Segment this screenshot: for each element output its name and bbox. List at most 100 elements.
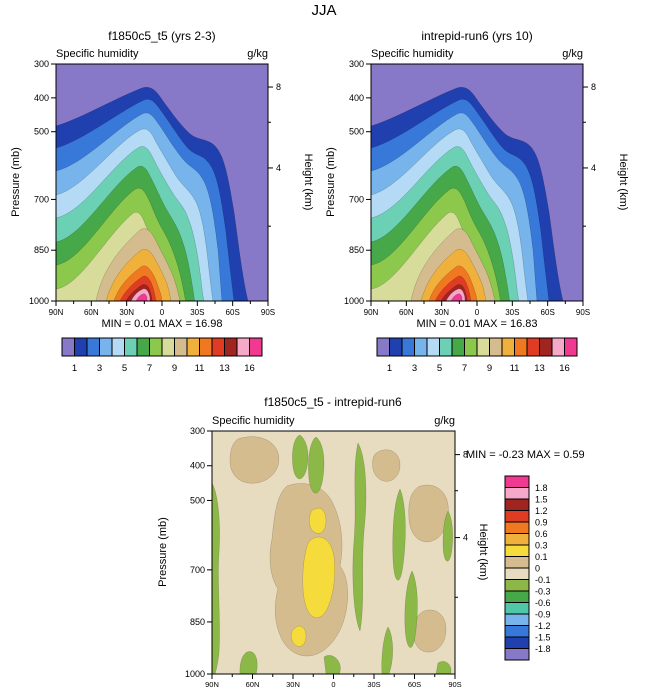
colorbar-tick-label: 7: [462, 363, 467, 374]
colorbar-tick-label: -1.8: [535, 644, 551, 654]
colorbar-cell: [504, 567, 530, 580]
height-axis-label: Height (km): [477, 524, 489, 581]
contour-plot-area: [371, 64, 583, 301]
lat-tick-label: 90N: [205, 680, 219, 689]
pressure-tick-label: 700: [190, 565, 205, 575]
axis-ticks: 300 400 500 700 850 1000 8 4 90N 60N 30N 0 30S 60S 90S: [344, 59, 596, 317]
height-tick-label: 8: [276, 82, 281, 92]
diff-band: [392, 488, 406, 581]
diff-band: [308, 436, 325, 494]
pressure-tick-label: 850: [349, 245, 364, 255]
field-label: Specific humidity: [212, 415, 295, 427]
colorbar-tick-label: 9: [487, 363, 492, 374]
colorbar-cell: [504, 602, 530, 615]
season-title: JJA: [311, 2, 337, 19]
diff-band: [212, 482, 220, 674]
pressure-tick-label: 500: [349, 127, 364, 137]
pressure-tick-label: 300: [34, 59, 49, 69]
field-label: Specific humidity: [56, 48, 139, 60]
colorbar-cell: [124, 337, 138, 357]
colorbar-cell: [504, 544, 530, 557]
colorbar-cell: [376, 337, 390, 357]
height-tick-label: 8: [591, 82, 596, 92]
pressure-tick-label: 300: [349, 59, 364, 69]
colorbar-cell: [426, 337, 440, 357]
colorbar-cell: [414, 337, 428, 357]
panel-title: f1850c5_t5 (yrs 2-3): [108, 29, 215, 43]
lat-tick-label: 60N: [246, 680, 260, 689]
colorbar-cell: [504, 556, 530, 569]
contour-field: [371, 64, 583, 301]
colorbar-tick-label: -1.5: [535, 633, 551, 643]
pressure-tick-label: 400: [349, 93, 364, 103]
colorbar-tick-label: 3: [412, 363, 417, 374]
diff-band: [404, 570, 418, 648]
colorbar-cell: [504, 648, 530, 661]
colorbar-tick-label: 0.1: [535, 552, 548, 562]
difference-field: [212, 431, 455, 674]
colorbar-tick-label: 16: [559, 363, 570, 374]
colorbar-cell: [504, 510, 530, 523]
diff-band: [302, 536, 335, 618]
diff-band: [291, 625, 307, 647]
lat-tick-label: 60S: [408, 680, 421, 689]
colorbar-cell: [451, 337, 465, 357]
lat-tick-label: 60N: [399, 308, 414, 317]
colorbar-tick-label: -0.3: [535, 587, 551, 597]
lat-tick-label: 0: [331, 680, 335, 689]
colorbar-cell: [174, 337, 188, 357]
panel-difference: f1850c5_t5 - intrepid-run6 Specific humi…: [157, 396, 489, 689]
height-tick-label: 4: [276, 163, 281, 173]
diff-band: [413, 609, 447, 653]
colorbar-cell: [504, 579, 530, 592]
axis-ticks: 300 400 500 700 850 1000 8 4 90N 60N 30N 0 30S 60S 90S: [29, 59, 281, 317]
pressure-axis-label: Pressure (mb): [325, 147, 337, 217]
colorbar-cell: [504, 487, 530, 500]
colorbar-cell: [526, 337, 540, 357]
colorbar-cell: [439, 337, 453, 357]
lat-tick-label: 90S: [576, 308, 590, 317]
lat-tick-label: 30S: [190, 308, 204, 317]
colorbar-cell: [551, 337, 565, 357]
colorbar-tick-label: 16: [244, 363, 255, 374]
panel-title: f1850c5_t5 - intrepid-run6: [264, 396, 402, 409]
colorbar-tick-label: -0.6: [535, 598, 551, 608]
colorbar-cell: [161, 337, 175, 357]
difference-colorbar: 1.81.51.20.90.60.30.10-0.1-0.3-0.6-0.9-1…: [504, 475, 551, 661]
pressure-axis-label: Pressure (mb): [157, 517, 169, 587]
diff-band: [442, 510, 453, 562]
lat-tick-label: 60S: [226, 308, 240, 317]
colorbar-tick-label: 0.3: [535, 541, 548, 551]
difference-legend: MIN = -0.23 MAX = 0.59 1.8 1.51.2 0.90.6 0.…: [466, 449, 585, 661]
contour-plot-area: [56, 64, 268, 301]
pressure-tick-label: 500: [190, 495, 205, 505]
diff-band: [292, 434, 309, 479]
colorbar-cell: [476, 337, 490, 357]
diff-band: [323, 655, 341, 674]
pressure-tick-label: 300: [190, 426, 205, 436]
minmax-label: MIN = -0.23 MAX = 0.59: [466, 449, 585, 461]
diff-band: [372, 449, 401, 482]
lat-tick-label: 90N: [364, 308, 379, 317]
units-label: g/kg: [247, 48, 268, 60]
diff-band: [408, 484, 449, 543]
lat-tick-label: 90N: [49, 308, 64, 317]
contour-field: [56, 64, 268, 301]
diff-band: [309, 508, 327, 534]
colorbar-cell: [504, 590, 530, 603]
pressure-tick-label: 400: [34, 93, 49, 103]
colorbar-cell: [136, 337, 150, 357]
colorbar-tick-label: 13: [219, 363, 230, 374]
colorbar-tick-label: 0.9: [535, 518, 548, 528]
pressure-tick-label: 1000: [344, 296, 364, 306]
colorbar-tick-label: 5: [437, 363, 442, 374]
colorbar-cell: [464, 337, 478, 357]
field-label: Specific humidity: [371, 48, 454, 60]
diff-band: [229, 436, 280, 484]
colorbar-tick-label: 7: [147, 363, 152, 374]
pressure-tick-label: 850: [34, 245, 49, 255]
lat-tick-label: 90S: [448, 680, 461, 689]
colorbar-cell: [514, 337, 528, 357]
contour-band: [450, 293, 463, 301]
colorbar-cell: [489, 337, 503, 357]
